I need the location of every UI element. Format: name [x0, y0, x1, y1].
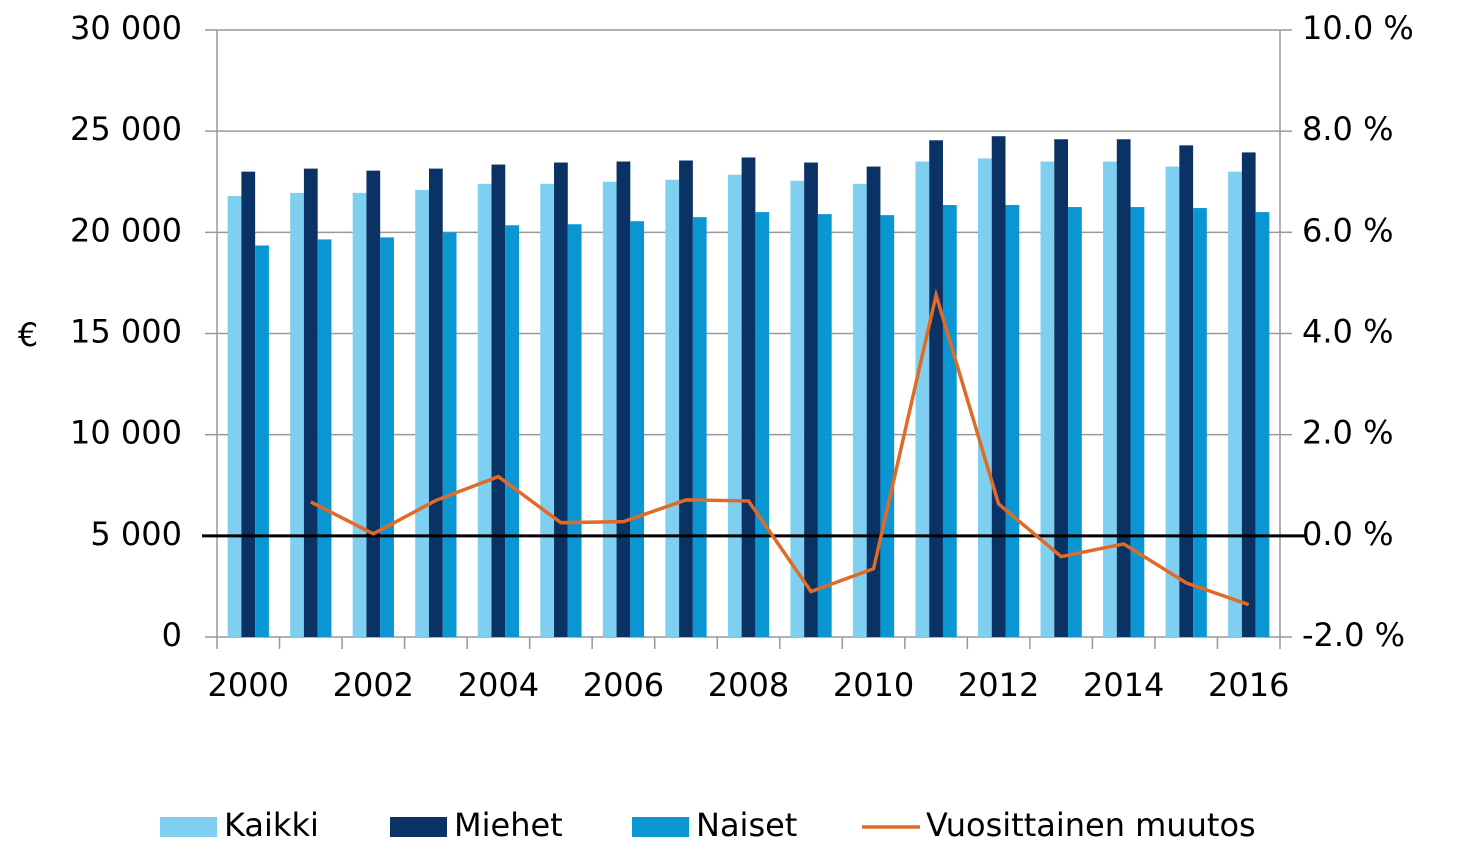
bar: [665, 179, 680, 637]
bar: [755, 212, 770, 637]
legend-swatch: [390, 817, 447, 837]
y-tick-label: 10 000: [70, 414, 182, 452]
y-axis-label: €: [18, 316, 38, 354]
bar: [1068, 207, 1082, 637]
bar: [852, 183, 867, 638]
bar: [567, 224, 582, 638]
y2-tick-label: 8.0 %: [1302, 110, 1393, 148]
bar: [790, 180, 805, 637]
bar: [1116, 139, 1131, 637]
legend-label: Naiset: [696, 806, 797, 843]
bar: [679, 160, 693, 637]
bar: [929, 140, 943, 637]
legend-label: Miehet: [454, 806, 563, 843]
y2-tick-label: 6.0 %: [1302, 211, 1393, 249]
bar: [352, 192, 367, 637]
x-tick-label: 2010: [833, 666, 914, 704]
bar: [692, 217, 707, 638]
bar: [303, 168, 318, 637]
bar: [442, 232, 457, 638]
bar: [880, 215, 895, 637]
legend-label: Kaikki: [224, 806, 319, 843]
legend-swatch: [160, 817, 217, 837]
x-tick-label: 2002: [333, 666, 414, 704]
bar: [804, 162, 818, 638]
bar: [380, 237, 394, 637]
bar: [1040, 161, 1055, 637]
bar: [727, 174, 742, 637]
y-tick-label: 25 000: [70, 110, 182, 148]
y2-tick-label: 10.0 %: [1302, 9, 1414, 47]
bar: [630, 221, 645, 637]
bar: [1165, 166, 1180, 637]
bar: [1054, 139, 1069, 637]
bar: [1005, 205, 1020, 638]
bar: [866, 166, 881, 637]
bar: [977, 158, 992, 637]
bar: [505, 225, 520, 638]
bar: [290, 192, 304, 637]
bar: [540, 183, 555, 638]
legend-swatch: [632, 817, 689, 837]
x-tick-label: 2012: [958, 666, 1039, 704]
y-tick-label: 30 000: [70, 9, 182, 47]
bar: [241, 171, 256, 637]
x-tick-label: 2008: [708, 666, 789, 704]
bar: [428, 168, 443, 637]
bar: [317, 239, 332, 638]
x-tick-label: 2016: [1208, 666, 1289, 704]
y-tick-label: 15 000: [70, 313, 182, 351]
bar: [415, 189, 429, 638]
y2-tick-label: -2.0 %: [1302, 616, 1405, 654]
bar: [991, 136, 1006, 637]
y2-tick-label: 2.0 %: [1302, 414, 1393, 452]
y2-tick-label: 4.0 %: [1302, 313, 1393, 351]
y2-tick-label: 0.0 %: [1302, 515, 1393, 553]
bar: [1130, 207, 1145, 637]
bar: [817, 214, 832, 637]
bar: [1241, 152, 1256, 637]
bar: [741, 157, 756, 637]
x-tick-label: 2006: [583, 666, 664, 704]
x-tick-label: 2004: [458, 666, 539, 704]
bar: [1179, 145, 1194, 637]
y-tick-label: 0: [162, 616, 182, 654]
legend-label: Vuosittainen muutos: [926, 806, 1256, 843]
y-tick-label: 20 000: [70, 211, 182, 249]
line: [309, 288, 1250, 607]
bar: [1255, 212, 1270, 637]
bar: [366, 170, 381, 637]
bar: [554, 162, 568, 638]
bar: [255, 245, 269, 638]
bar: [227, 195, 242, 637]
bar: [1228, 171, 1242, 637]
bar: [915, 161, 930, 637]
x-tick-label: 2014: [1083, 666, 1164, 704]
bar: [616, 161, 631, 637]
bar: [1193, 208, 1207, 637]
bar: [602, 181, 617, 637]
bar: [1103, 161, 1117, 637]
bar: [491, 164, 506, 637]
y-tick-label: 5 000: [90, 515, 182, 553]
x-tick-label: 2000: [208, 666, 289, 704]
bar: [477, 183, 492, 638]
bar: [942, 205, 957, 638]
